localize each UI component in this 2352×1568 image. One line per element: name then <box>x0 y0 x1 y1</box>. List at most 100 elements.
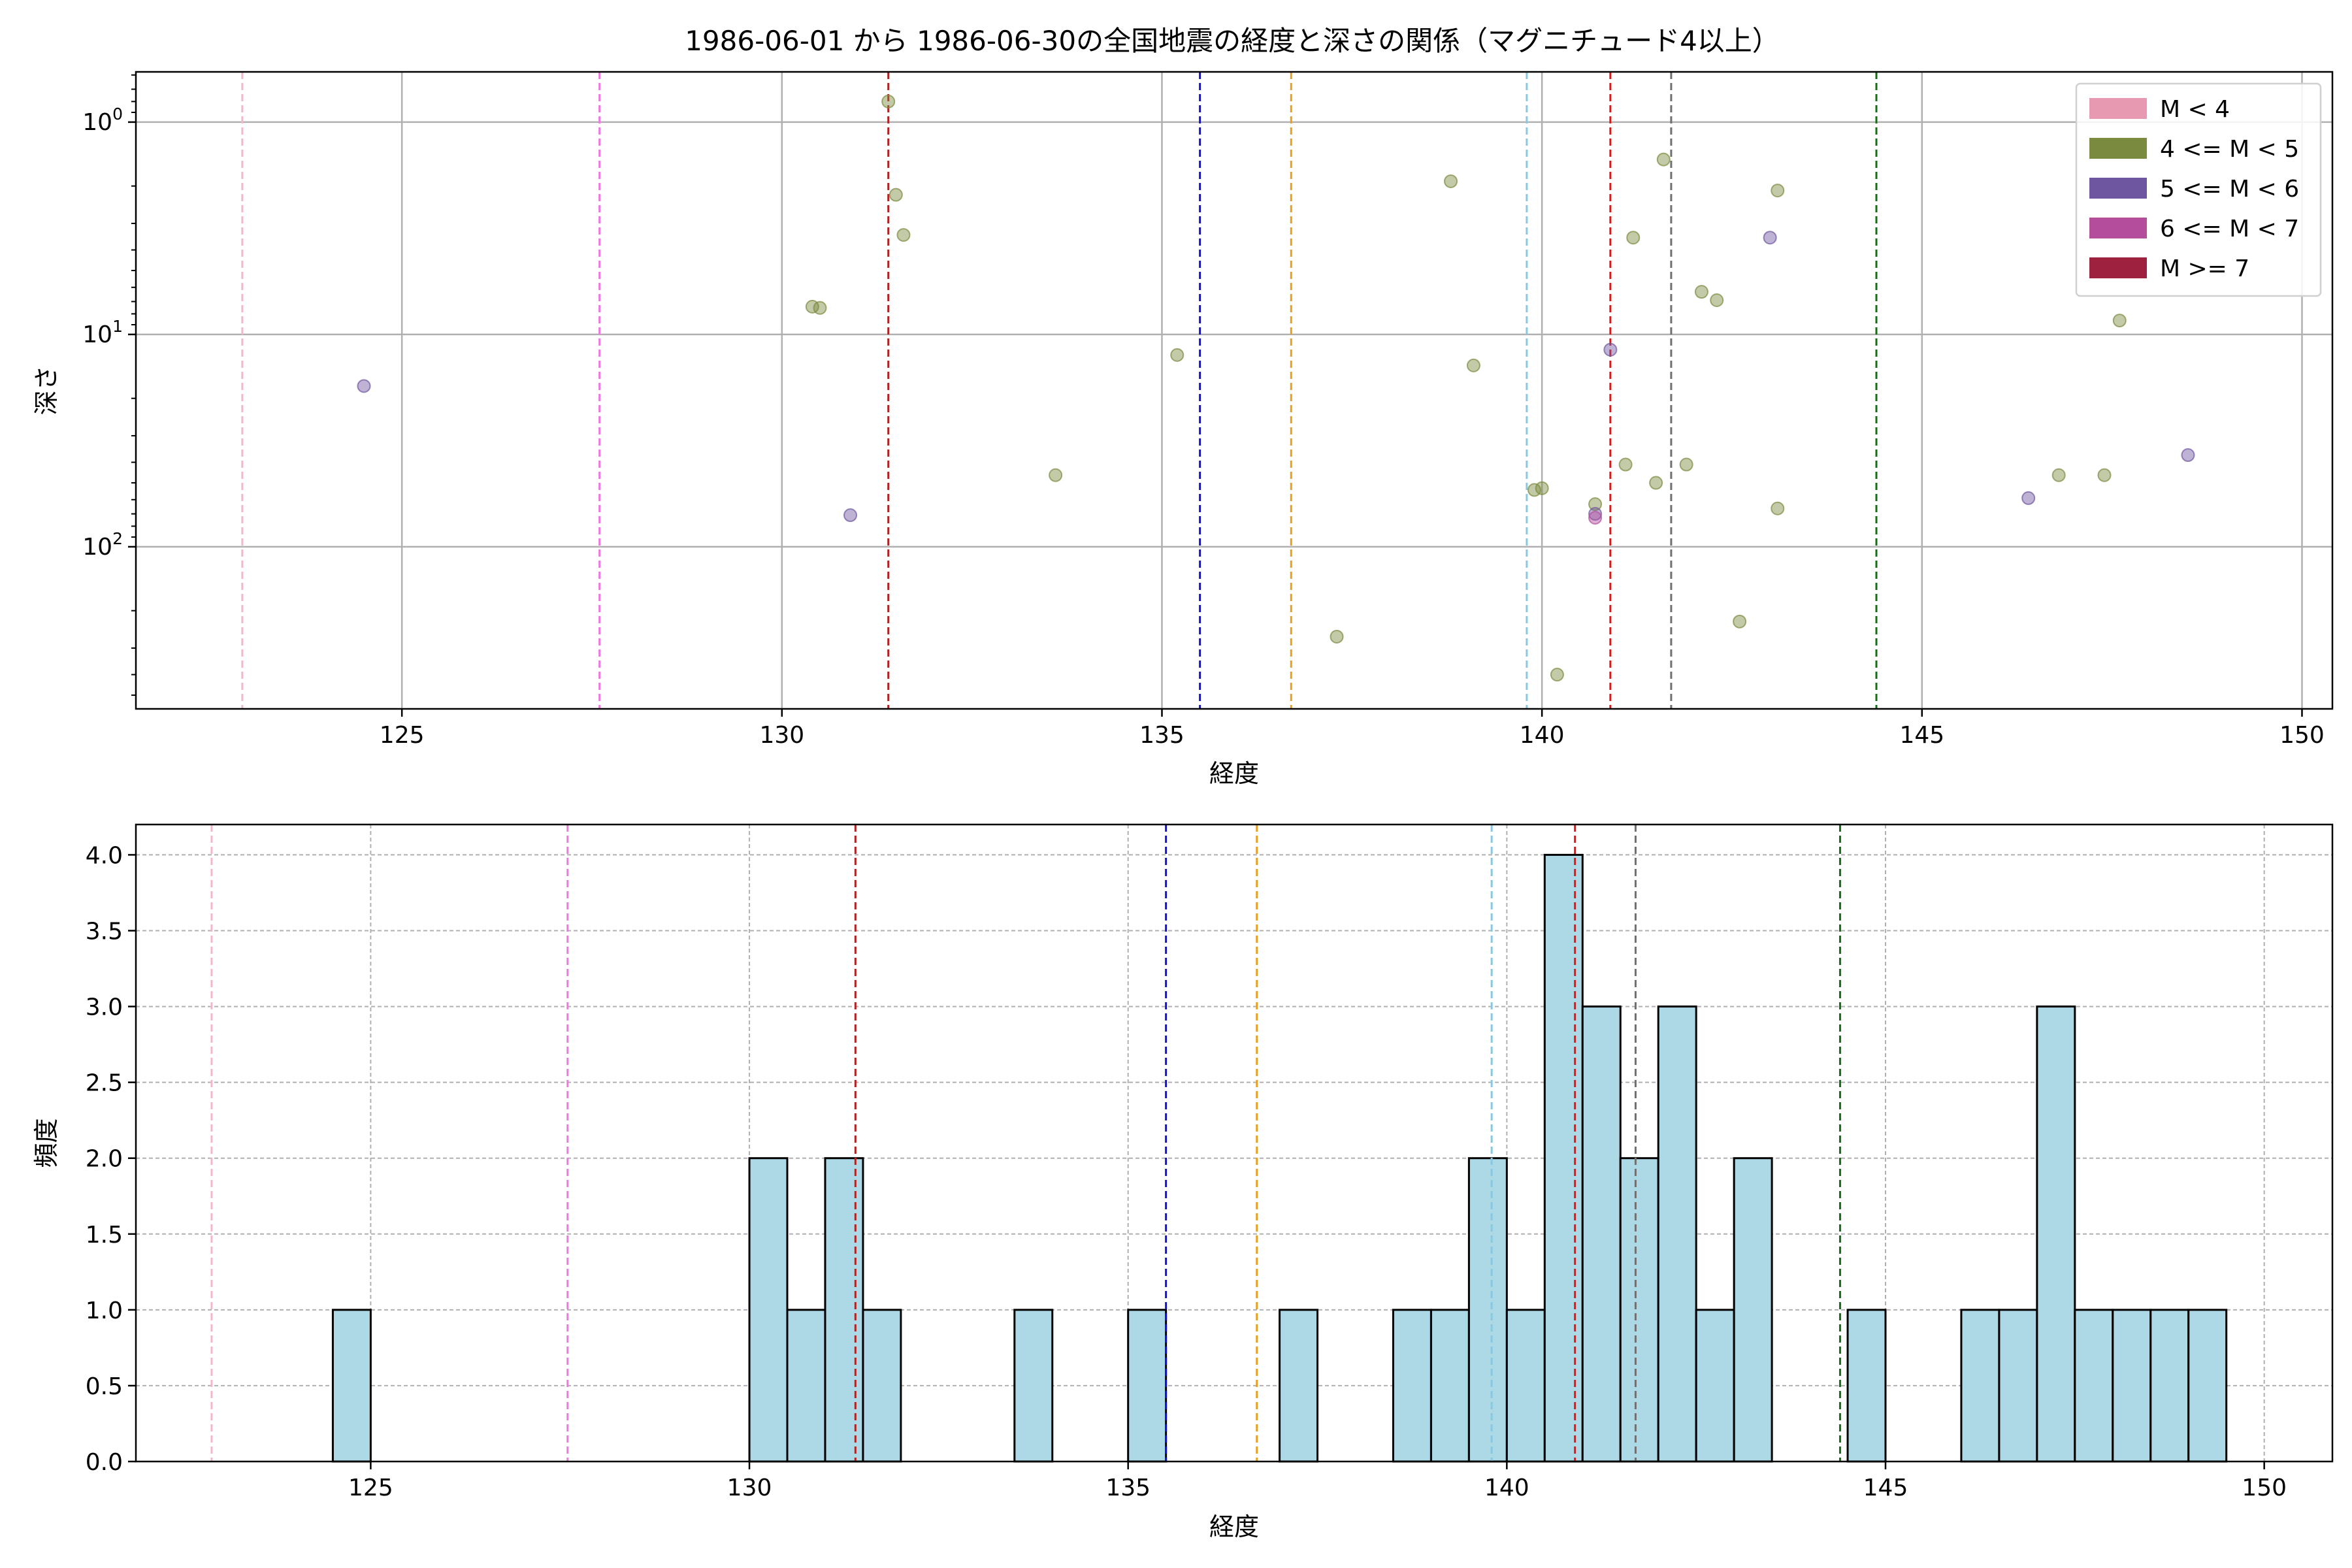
x-tick-label: 130 <box>759 722 804 749</box>
x-tick-label: 140 <box>1520 722 1565 749</box>
data-point <box>843 508 858 523</box>
x-tick-label: 145 <box>1863 1475 1908 1501</box>
y-tick-label: 4.0 <box>86 842 123 869</box>
legend-label: M >= 7 <box>2160 255 2249 282</box>
histogram-bar <box>1657 1005 1697 1463</box>
data-point <box>1771 501 1785 515</box>
data-point <box>2097 468 2112 482</box>
histogram-panel: 125 130 135 140 145 150 0.0 0.5 1.0 1.5 2.0 2.5 3.0 3… <box>32 823 2334 1541</box>
histogram-bar <box>1960 1309 2001 1463</box>
y-tick-label: 102 <box>82 529 123 561</box>
data-point <box>1550 668 1564 682</box>
x-tick-label: 140 <box>1484 1475 1529 1501</box>
histogram-bar <box>2036 1005 2076 1463</box>
x-tick-label: 150 <box>2242 1475 2287 1501</box>
histogram-bar <box>862 1309 902 1463</box>
x-tick-label: 125 <box>380 722 425 749</box>
data-point <box>1535 481 1549 495</box>
data-point <box>1771 184 1785 198</box>
y-tick-label: 100 <box>82 105 123 136</box>
histogram-bar <box>1392 1309 1432 1463</box>
data-point <box>1444 174 1458 188</box>
data-point <box>2051 468 2066 482</box>
figure-title: 1986-06-01 から 1986-06-30の全国地震の経度と深さの関係（マ… <box>685 25 1780 57</box>
legend-swatch <box>2089 257 2147 278</box>
data-point <box>1679 457 1693 472</box>
data-point <box>1733 614 1747 629</box>
data-point <box>2021 491 2036 505</box>
data-point <box>357 379 371 393</box>
histogram-bar <box>1695 1309 1735 1463</box>
y-tick-label: 2.0 <box>86 1146 123 1173</box>
x-tick-label: 135 <box>1139 722 1184 749</box>
plot-frame <box>135 823 2334 1463</box>
legend-swatch <box>2089 178 2147 199</box>
histogram-bar <box>331 1309 372 1463</box>
data-point <box>1649 476 1663 490</box>
data-point <box>1466 358 1480 372</box>
data-point <box>1330 629 1344 644</box>
data-point <box>1603 342 1618 357</box>
legend-swatch <box>2089 98 2147 119</box>
histogram-bar <box>1467 1157 1508 1463</box>
data-point <box>889 188 903 202</box>
histogram-bar <box>1581 1005 1622 1463</box>
plot-frame <box>135 71 2334 710</box>
y-tick-label: 0.5 <box>86 1373 123 1400</box>
y-tick-label: 2.5 <box>86 1070 123 1097</box>
data-point <box>1170 348 1184 362</box>
histogram-bar <box>2112 1309 2152 1463</box>
y-tick-label: 1.0 <box>86 1298 123 1324</box>
legend-label: 6 <= M < 7 <box>2160 216 2299 242</box>
histogram-bar <box>1429 1309 1470 1463</box>
y-tick-label: 101 <box>82 317 123 348</box>
legend-label: 4 <= M < 5 <box>2160 136 2299 163</box>
legend-label: M < 4 <box>2160 96 2230 123</box>
data-point <box>881 94 896 108</box>
histogram-bar <box>1733 1157 1773 1463</box>
data-point <box>1694 285 1708 299</box>
x-tick-label: 125 <box>348 1475 393 1501</box>
data-point <box>896 228 911 242</box>
x-axis-label: 経度 <box>1209 1512 1259 1541</box>
x-axis-label: 経度 <box>1209 759 1259 788</box>
histogram-bar <box>2149 1309 2190 1463</box>
data-point <box>1763 231 1777 245</box>
histogram-bar <box>1505 1309 1546 1463</box>
data-point <box>1656 152 1671 167</box>
data-point <box>1588 510 1603 525</box>
y-axis-label: 深さ <box>32 365 61 415</box>
data-point <box>2181 448 2195 463</box>
data-point <box>1618 457 1633 472</box>
x-tick-label: 130 <box>727 1475 772 1501</box>
data-point <box>813 301 827 315</box>
data-point <box>2112 314 2127 328</box>
histogram-bar <box>1279 1309 1319 1463</box>
x-tick-label: 135 <box>1105 1475 1151 1501</box>
y-tick-label: 0.0 <box>86 1449 123 1476</box>
histogram-bar <box>1619 1157 1659 1463</box>
histogram-bar <box>1127 1309 1168 1463</box>
histogram-bar <box>1846 1309 1887 1463</box>
histogram-bar <box>2074 1309 2114 1463</box>
data-point <box>1626 231 1641 245</box>
data-point <box>1710 293 1724 308</box>
histogram-bar <box>748 1157 789 1463</box>
data-point <box>1588 497 1603 512</box>
y-tick-label: 3.5 <box>86 919 123 945</box>
scatter-panel: 125 130 135 140 145 150 100 101 102 経度 深さ M < 4 4 <=… <box>32 71 2334 788</box>
legend-swatch <box>2089 218 2147 238</box>
y-axis-label: 頻度 <box>32 1118 61 1168</box>
histogram-bar <box>2187 1309 2228 1463</box>
histogram-bar <box>786 1309 826 1463</box>
data-point <box>1049 468 1063 482</box>
x-tick-label: 145 <box>1899 722 1944 749</box>
histogram-bar <box>1013 1309 1054 1463</box>
histogram-bar <box>1543 853 1584 1463</box>
data-point <box>1588 507 1603 521</box>
y-tick-label: 1.5 <box>86 1222 123 1249</box>
histogram-bar <box>1998 1309 2038 1463</box>
y-tick-label: 3.0 <box>86 994 123 1021</box>
legend-box <box>2075 82 2322 297</box>
